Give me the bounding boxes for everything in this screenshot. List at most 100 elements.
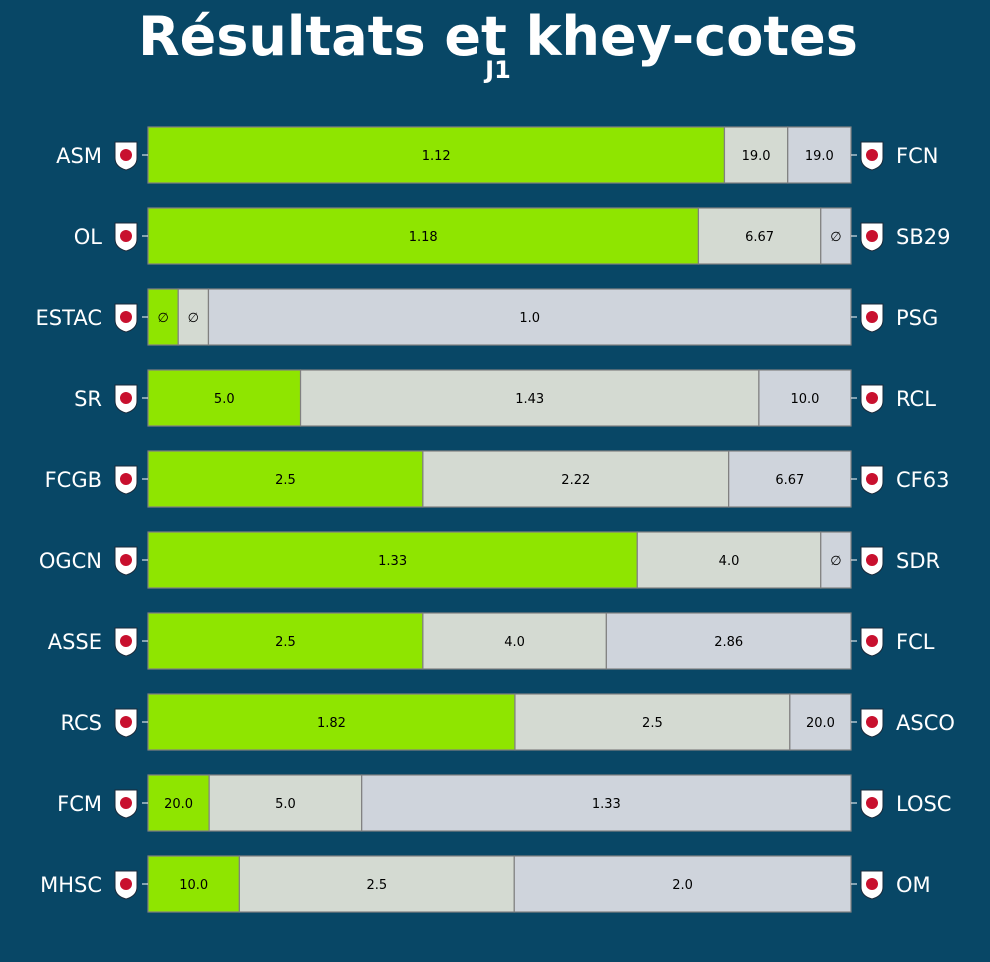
draw-odds-label: ∅	[188, 311, 199, 326]
away-team-label: CF63	[896, 468, 949, 492]
match-row: ∅ ∅ 1.0 ESTAC PSG	[36, 288, 938, 346]
home-win-odds-label: 1.12	[422, 149, 451, 164]
home-team-label: FCM	[57, 792, 102, 816]
home-win-bar	[147, 531, 638, 589]
away-team-label: FCL	[896, 630, 935, 654]
rennes-crest-icon	[114, 384, 138, 414]
away-win-odds-label: 6.67	[775, 473, 804, 488]
draw-odds-label: 4.0	[719, 554, 740, 569]
away-win-odds-label: 2.0	[672, 878, 693, 893]
draw-bar	[723, 126, 789, 184]
home-team-label: SR	[74, 387, 102, 411]
home-win-bar	[147, 369, 302, 427]
away-team-label: RCL	[896, 387, 936, 411]
home-win-odds-label: 1.33	[378, 554, 407, 569]
home-team-label: OGCN	[39, 549, 102, 573]
draw-odds-label: 2.5	[642, 716, 663, 731]
match-row: 2.5 4.0 2.86 ASSE FCL	[48, 612, 935, 670]
home-win-bar	[147, 450, 424, 508]
clermont-crest-icon	[860, 465, 884, 495]
draw-odds-label: 1.43	[515, 392, 544, 407]
draw-bar	[422, 450, 730, 508]
monaco-crest-icon	[114, 141, 138, 171]
away-team-label: SB29	[896, 225, 950, 249]
troyes-crest-icon	[114, 303, 138, 333]
draw-odds-label: 19.0	[742, 149, 771, 164]
away-win-bar	[605, 612, 852, 670]
home-win-odds-label: 1.82	[317, 716, 346, 731]
saint-etienne-crest-icon	[114, 627, 138, 657]
away-win-bar	[789, 693, 852, 751]
reims-crest-icon	[860, 546, 884, 576]
psg-crest-icon	[860, 303, 884, 333]
home-win-bar	[147, 612, 424, 670]
away-win-odds-label: 19.0	[805, 149, 834, 164]
away-win-bar	[787, 126, 852, 184]
match-row: 10.0 2.5 2.0 MHSC OM	[40, 855, 931, 913]
nantes-crest-icon	[860, 141, 884, 171]
lens-crest-icon	[860, 384, 884, 414]
away-win-odds-label: 1.0	[519, 311, 540, 326]
chart-title: Résultats et khey-cotes	[138, 5, 858, 68]
away-win-odds-label: 20.0	[806, 716, 835, 731]
draw-odds-label: 2.5	[366, 878, 387, 893]
away-win-bar	[513, 855, 852, 913]
home-team-label: RCS	[60, 711, 102, 735]
away-win-odds-label: 2.86	[714, 635, 743, 650]
away-win-bar	[820, 531, 852, 589]
draw-bar	[697, 207, 822, 265]
home-win-bar	[147, 207, 700, 265]
home-win-odds-label: 10.0	[179, 878, 208, 893]
home-team-label: FCGB	[45, 468, 102, 492]
home-team-label: ASSE	[48, 630, 102, 654]
marseille-crest-icon	[860, 870, 884, 900]
home-win-bar	[147, 774, 210, 832]
draw-bar	[422, 612, 607, 670]
away-team-label: PSG	[896, 306, 938, 330]
nice-crest-icon	[114, 546, 138, 576]
away-win-odds-label: 1.33	[592, 797, 621, 812]
away-win-odds-label: ∅	[830, 554, 841, 569]
home-win-bar	[147, 126, 726, 184]
match-row: 2.5 2.22 6.67 FCGB CF63	[45, 450, 949, 508]
away-win-bar	[207, 288, 852, 346]
draw-bar	[514, 693, 791, 751]
away-team-label: SDR	[896, 549, 940, 573]
home-team-label: ESTAC	[36, 306, 102, 330]
draw-bar	[208, 774, 363, 832]
draw-bar	[299, 369, 760, 427]
angers-crest-icon	[860, 708, 884, 738]
draw-bar	[238, 855, 515, 913]
away-team-label: OM	[896, 873, 931, 897]
home-win-odds-label: 2.5	[275, 473, 296, 488]
match-row: 1.33 4.0 ∅ OGCN SDR	[39, 531, 940, 589]
chart-subtitle: J1	[483, 56, 511, 84]
away-team-label: LOSC	[896, 792, 951, 816]
home-win-odds-label: 20.0	[164, 797, 193, 812]
metz-crest-icon	[114, 789, 138, 819]
draw-odds-label: 6.67	[745, 230, 774, 245]
montpellier-crest-icon	[114, 870, 138, 900]
home-win-odds-label: 2.5	[275, 635, 296, 650]
home-win-odds-label: 5.0	[214, 392, 235, 407]
home-win-odds-label: 1.18	[409, 230, 438, 245]
home-team-label: OL	[74, 225, 103, 249]
away-win-odds-label: ∅	[830, 230, 841, 245]
lyon-crest-icon	[114, 222, 138, 252]
match-row: 20.0 5.0 1.33 FCM LOSC	[57, 774, 951, 832]
away-win-bar	[361, 774, 852, 832]
strasbourg-crest-icon	[114, 708, 138, 738]
lille-crest-icon	[860, 789, 884, 819]
away-win-bar	[728, 450, 852, 508]
bordeaux-crest-icon	[114, 465, 138, 495]
match-row: 1.18 6.67 ∅ OL SB29	[74, 207, 950, 265]
home-win-bar	[147, 693, 516, 751]
match-rows: 1.12 19.0 19.0 ASM FCN 1.18 6.67 ∅ OL SB29 ∅ ∅ 1.0 ES…	[36, 126, 955, 913]
home-team-label: ASM	[56, 144, 102, 168]
lorient-crest-icon	[860, 627, 884, 657]
away-team-label: ASCO	[896, 711, 955, 735]
match-row: 1.82 2.5 20.0 RCS ASCO	[60, 693, 955, 751]
match-row: 1.12 19.0 19.0 ASM FCN	[56, 126, 938, 184]
draw-odds-label: 4.0	[504, 635, 525, 650]
